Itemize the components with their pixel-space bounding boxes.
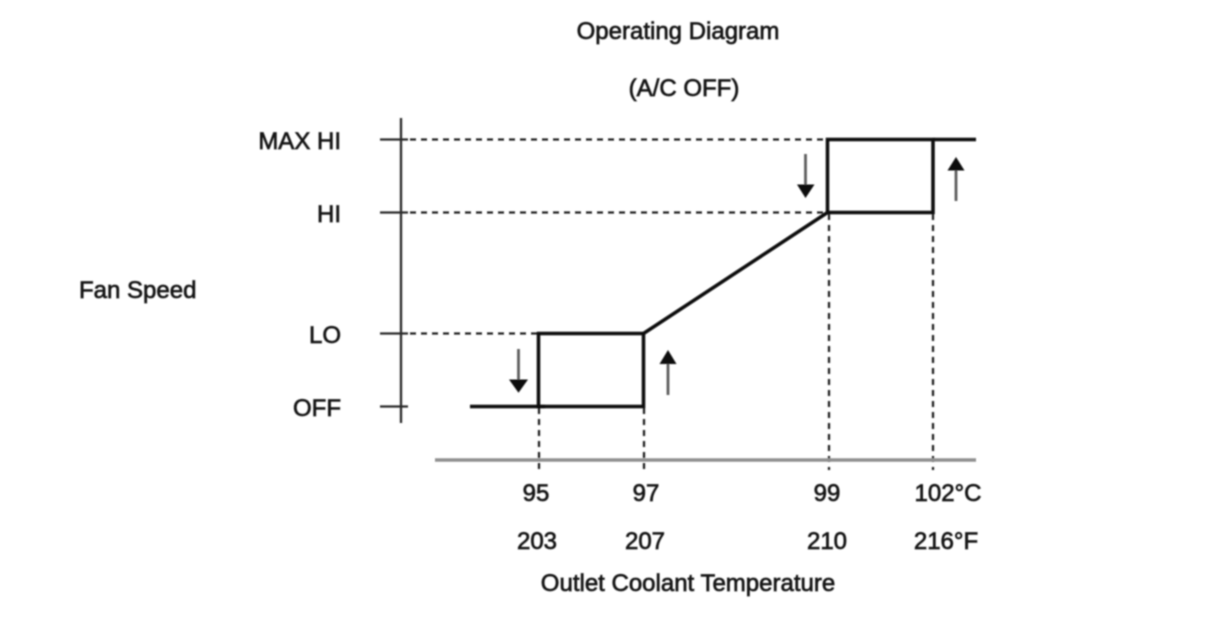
svg-text:OFF: OFF xyxy=(293,395,341,422)
svg-text:HI: HI xyxy=(317,201,341,228)
svg-text:95: 95 xyxy=(523,480,550,507)
svg-text:102°C: 102°C xyxy=(915,480,982,507)
svg-text:210: 210 xyxy=(807,528,847,555)
svg-text:MAX HI: MAX HI xyxy=(258,128,341,155)
svg-text:97: 97 xyxy=(633,480,660,507)
svg-text:99: 99 xyxy=(814,480,841,507)
svg-text:Outlet Coolant Temperature: Outlet Coolant Temperature xyxy=(541,570,835,597)
svg-text:Operating Diagram: Operating Diagram xyxy=(577,18,780,45)
svg-text:207: 207 xyxy=(625,528,665,555)
svg-text:(A/C OFF): (A/C OFF) xyxy=(629,75,740,102)
svg-text:LO: LO xyxy=(309,322,341,349)
svg-text:216°F: 216°F xyxy=(914,528,978,555)
svg-text:Fan Speed: Fan Speed xyxy=(79,277,196,304)
svg-text:203: 203 xyxy=(517,528,557,555)
